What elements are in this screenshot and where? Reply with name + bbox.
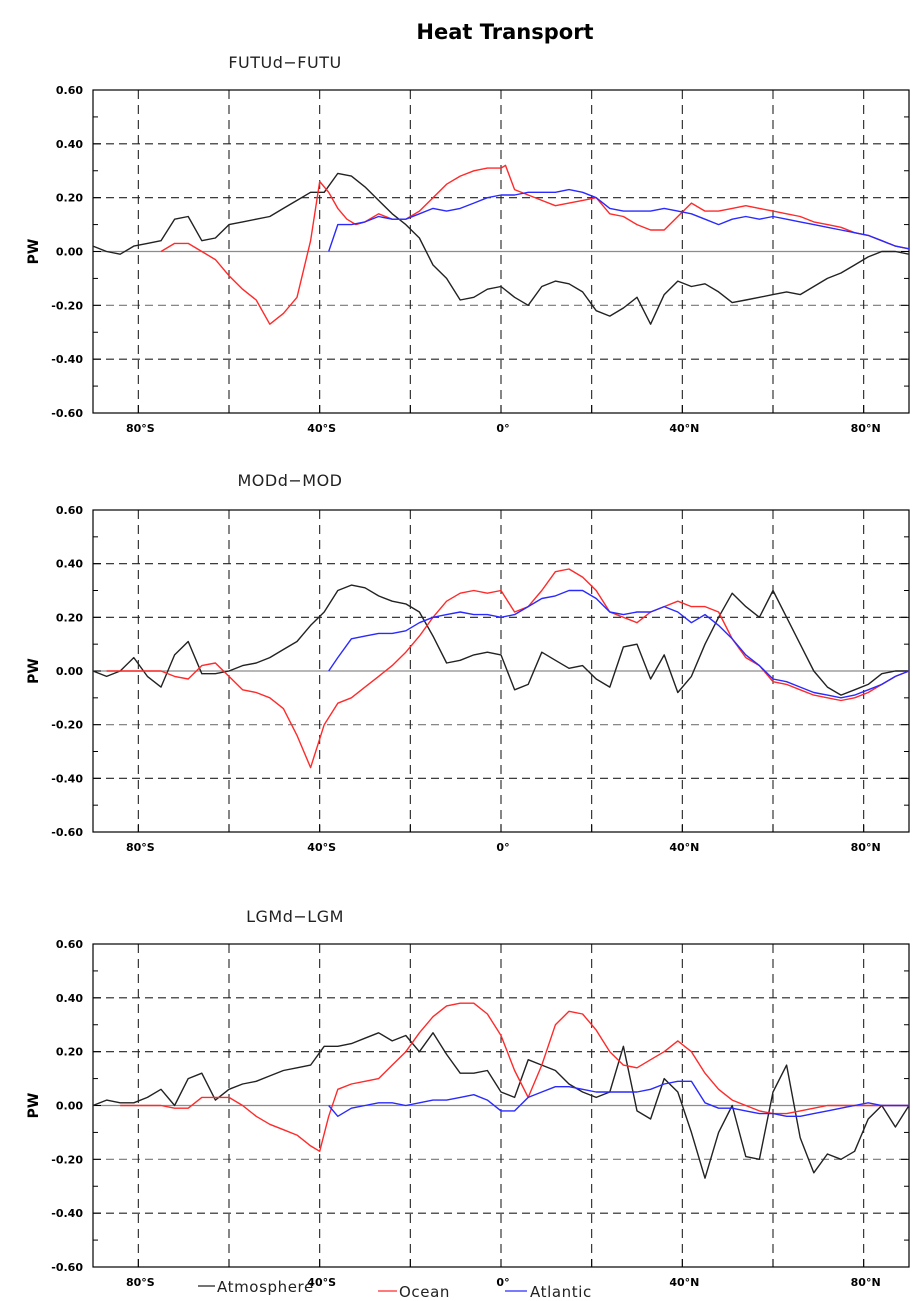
- x-tick-label: 80°N: [851, 841, 881, 854]
- panel-title: FUTUd−FUTU: [228, 53, 341, 72]
- x-tick-label: 40°S: [307, 841, 336, 854]
- x-tick-label: 40°N: [669, 422, 699, 435]
- series-atlantic: [328, 188, 909, 252]
- x-tick-label: 0°: [496, 422, 509, 435]
- y-tick-label: 0.40: [56, 992, 83, 1005]
- panel-lgm: LGMd−LGM 0.60 0.40 0.20 0.00 -0.20 -0.40 -0.60 8…: [26, 907, 910, 1289]
- series-ocean: [106, 568, 909, 769]
- series-atmosphere: [93, 584, 909, 696]
- series-atlantic: [328, 1080, 909, 1118]
- x-tick-label: 80°N: [851, 422, 881, 435]
- y-tick-label: -0.20: [51, 1153, 83, 1166]
- legend-ocean-label: Ocean: [399, 1283, 450, 1301]
- y-axis-label: PW: [26, 658, 42, 684]
- legend-atmosphere-label: Atmosphere: [217, 1278, 314, 1296]
- panel-title: MODd−MOD: [238, 471, 343, 490]
- x-tick-label: 80°S: [126, 1276, 155, 1289]
- y-tick-label: -0.20: [51, 299, 83, 312]
- legend-atlantic-label: Atlantic: [530, 1283, 592, 1301]
- series-ocean: [120, 1002, 909, 1153]
- y-tick-label: 0.00: [56, 246, 83, 259]
- y-tick-label: 0.00: [56, 1100, 83, 1113]
- x-tick-label: 40°S: [307, 422, 336, 435]
- x-tick-label: 40°N: [669, 1276, 699, 1289]
- x-tick-label: 0°: [496, 1276, 509, 1289]
- y-tick-label: 0.60: [56, 504, 83, 517]
- y-tick-label: 0.20: [56, 611, 83, 624]
- x-tick-label: 80°N: [851, 1276, 881, 1289]
- y-tick-label: 0.20: [56, 192, 83, 205]
- legend: Atmosphere Ocean Atlantic: [198, 1278, 592, 1301]
- series-atlantic: [328, 589, 909, 699]
- y-tick-label: 0.60: [56, 938, 83, 951]
- y-tick-label: 0.40: [56, 558, 83, 571]
- panel-mod: MODd−MOD 0.60 0.40 0.20 0.00 -0.20 -0.40 -0.60 8…: [26, 471, 910, 854]
- y-tick-label: -0.60: [51, 1261, 83, 1274]
- y-tick-label: 0.00: [56, 665, 83, 678]
- panel-futu: FUTUd−FUTU 0.60 0.40 0.20 0.00 -0.20 -0.40 -0.6…: [26, 53, 910, 435]
- series-atmosphere: [93, 172, 909, 325]
- x-tick-label: 40°S: [307, 1276, 336, 1289]
- y-tick-label: -0.40: [51, 1207, 83, 1220]
- y-axis-label: PW: [26, 239, 42, 265]
- x-tick-label: 80°S: [126, 422, 155, 435]
- y-tick-label: -0.20: [51, 719, 83, 732]
- y-tick-label: -0.40: [51, 772, 83, 785]
- figure-title: Heat Transport: [416, 20, 593, 44]
- y-tick-label: -0.40: [51, 353, 83, 366]
- y-tick-label: 0.20: [56, 1046, 83, 1059]
- y-axis-label: PW: [26, 1093, 42, 1119]
- x-tick-label: 40°N: [669, 841, 699, 854]
- x-tick-label: 0°: [496, 841, 509, 854]
- series-atmosphere: [93, 1032, 909, 1179]
- y-tick-label: 0.40: [56, 138, 83, 151]
- y-tick-label: 0.60: [56, 84, 83, 97]
- y-tick-label: -0.60: [51, 826, 83, 839]
- series-ocean: [160, 164, 909, 325]
- x-tick-label: 80°S: [126, 841, 155, 854]
- y-tick-label: -0.60: [51, 407, 83, 420]
- panel-title: LGMd−LGM: [246, 907, 344, 926]
